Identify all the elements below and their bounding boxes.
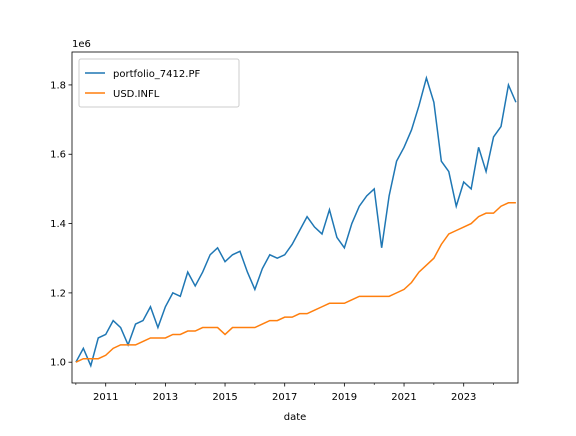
axes-frame	[71, 51, 519, 384]
y-tick-label: 1.8	[50, 80, 66, 91]
y-tick-label: 1.0	[50, 358, 66, 369]
y-tick-label: 1.6	[50, 150, 66, 161]
y-tick-label: 1.4	[50, 219, 66, 230]
legend-box	[78, 58, 240, 108]
x-tick-label: 2015	[212, 392, 237, 403]
x-tick-label: 2011	[93, 392, 118, 403]
y-offset-label: 1e6	[72, 39, 91, 50]
legend-label: USD.INFL	[113, 89, 160, 100]
x-tick-label: 2019	[332, 392, 357, 403]
x-axis-label: date	[284, 412, 307, 423]
legend-label: portfolio_7412.PF	[113, 69, 200, 80]
y-tick-label: 1.2	[50, 288, 66, 299]
x-tick-label: 2013	[153, 392, 178, 403]
x-tick-label: 2021	[391, 392, 416, 403]
x-tick-label: 2017	[272, 392, 297, 403]
x-tick-label: 2023	[451, 392, 476, 403]
data-line	[75, 75, 517, 368]
data-line	[75, 202, 516, 363]
